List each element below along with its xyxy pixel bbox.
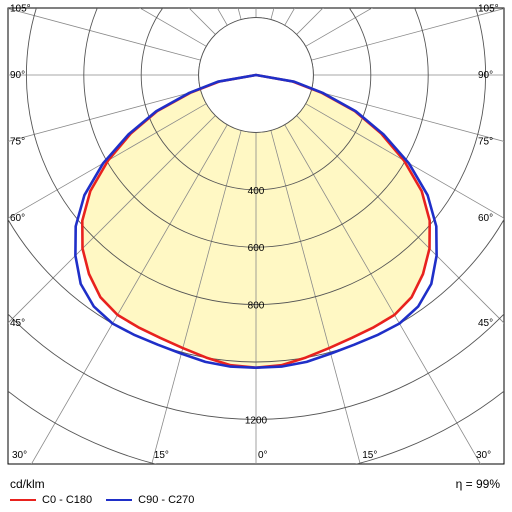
ring-label: 400 — [248, 186, 265, 197]
angle-label: 75° — [10, 136, 25, 147]
angle-label: 30° — [476, 450, 491, 461]
grid-spoke — [270, 130, 361, 464]
grid-ring — [83, 8, 429, 248]
grid-spoke — [8, 103, 207, 219]
legend-label-c0-c180: C0 - C180 — [42, 494, 93, 506]
grid-spoke — [284, 124, 482, 464]
grid-spoke — [311, 89, 504, 142]
angle-label: 15° — [154, 450, 169, 461]
angle-label: 45° — [478, 318, 493, 329]
angle-label: 105° — [478, 4, 499, 15]
angle-label: 45° — [10, 318, 25, 329]
legend-item-c90-c270: C90 - C270 — [106, 494, 194, 506]
chart-footer: cd/klm η = 99% C0 - C180 C90 - C270 — [0, 472, 512, 512]
grid-spoke — [311, 8, 504, 61]
ring-label: 1200 — [245, 415, 268, 426]
ring-label: 800 — [248, 301, 265, 312]
grid-ring — [8, 218, 504, 363]
ring-label: 600 — [248, 243, 265, 254]
angle-label: 90° — [478, 70, 493, 81]
legend-swatch-c0-c180 — [10, 499, 36, 501]
legend-item-c0-c180: C0 - C180 — [10, 494, 92, 506]
angle-label: 105° — [10, 4, 31, 15]
grid-spoke — [139, 8, 207, 47]
grid-spoke — [8, 115, 216, 324]
efficiency-label: η = 99% — [455, 477, 500, 491]
grid-spoke — [8, 8, 201, 61]
grid-spoke — [296, 115, 504, 324]
grid-ring — [8, 313, 504, 420]
grid-spoke — [30, 124, 228, 464]
unit-label: cd/klm — [10, 477, 45, 491]
grid-ring — [26, 8, 486, 305]
grid-spoke — [151, 130, 242, 464]
grid-spoke — [305, 103, 504, 219]
legend-label-c90-c270: C90 - C270 — [138, 494, 195, 506]
series-line-1 — [74, 73, 438, 369]
polar-chart: 400 600 800 1200 105° 90° 75° 60° 45° 105° 90° 75° 6… — [7, 4, 505, 465]
angle-label: 0° — [258, 450, 268, 461]
angle-label: 90° — [10, 70, 25, 81]
angle-label: 60° — [478, 213, 493, 224]
legend: C0 - C180 C90 - C270 — [10, 494, 208, 506]
grid-ring — [140, 8, 372, 191]
angle-label: 75° — [478, 136, 493, 147]
legend-swatch-c90-c270 — [106, 499, 133, 501]
angle-label: 15° — [362, 450, 377, 461]
grid-spoke — [8, 89, 201, 142]
angle-label: 30° — [12, 450, 27, 461]
grid-spoke — [305, 8, 373, 47]
angle-label: 60° — [10, 213, 25, 224]
